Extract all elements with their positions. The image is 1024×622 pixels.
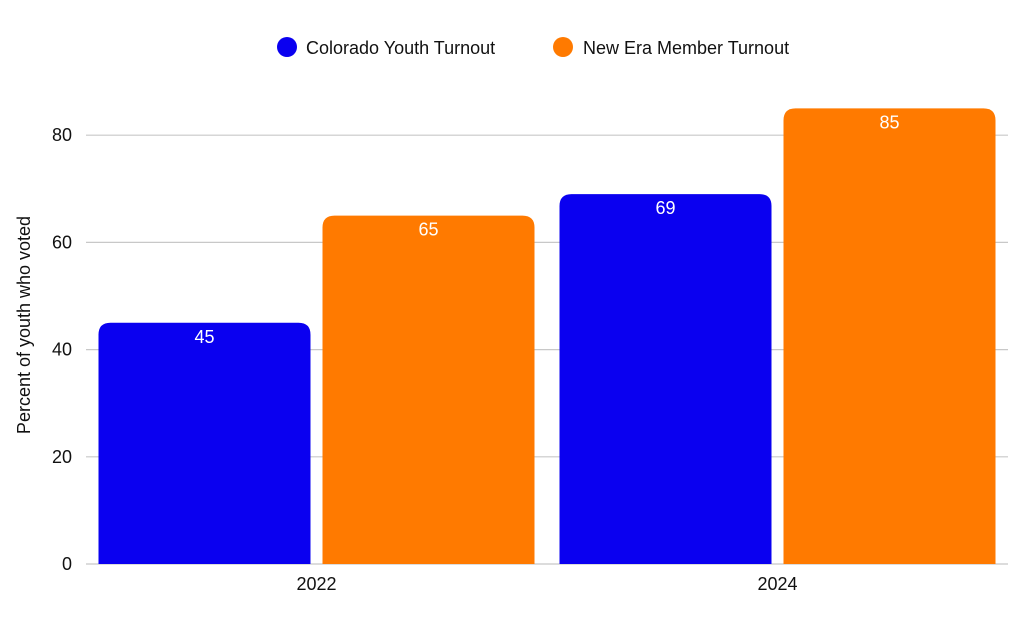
data-label: 45 <box>194 327 214 347</box>
bar-2022-series-0 <box>98 322 311 564</box>
y-tick-label: 40 <box>52 340 72 360</box>
bar-2024-series-0 <box>559 194 772 564</box>
x-tick-label: 2022 <box>296 574 336 594</box>
y-tick-label: 80 <box>52 125 72 145</box>
y-tick-label: 60 <box>52 232 72 252</box>
y-axis-ticks: 0 20 40 60 80 <box>52 125 72 574</box>
data-label: 69 <box>655 198 675 218</box>
legend-swatch <box>277 37 297 57</box>
y-axis-label: Percent of youth who voted <box>14 216 34 434</box>
data-label: 65 <box>418 220 438 240</box>
legend-swatch <box>553 37 573 57</box>
bar-2024-series-1 <box>783 108 996 565</box>
x-axis-ticks: 2022 2024 <box>296 574 797 594</box>
y-tick-label: 20 <box>52 447 72 467</box>
bars: 45 65 69 85 <box>98 108 996 565</box>
legend: Colorado Youth Turnout New Era Member Tur… <box>277 37 789 58</box>
x-tick-label: 2024 <box>757 574 797 594</box>
data-label: 85 <box>879 112 899 132</box>
y-tick-label: 0 <box>62 554 72 574</box>
bar-2022-series-1 <box>322 215 535 564</box>
legend-label: New Era Member Turnout <box>583 38 789 58</box>
legend-label: Colorado Youth Turnout <box>306 38 495 58</box>
